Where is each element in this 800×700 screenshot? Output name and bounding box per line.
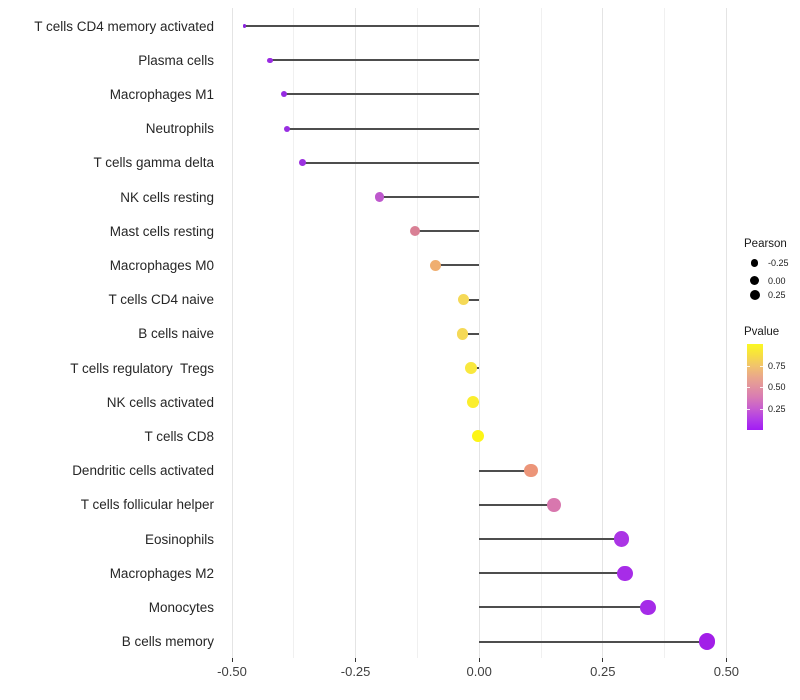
lollipop-point: [298, 159, 306, 167]
size-legend-title: Pearson: [744, 238, 787, 250]
lollipop-stem: [244, 25, 480, 27]
major-gridline: [478, 8, 480, 658]
lollipop-stem: [463, 298, 480, 301]
colorbar-tick: [747, 408, 750, 410]
lollipop-point: [267, 57, 273, 63]
lollipop-point: [242, 24, 247, 28]
y-axis-category-label: Dendritic cells activated: [72, 463, 214, 479]
lollipop-stem: [379, 196, 480, 198]
lollipop-point: [284, 125, 291, 132]
y-axis-category-label: Plasma cells: [138, 52, 214, 68]
size-legend-circle: [750, 259, 759, 267]
minor-gridline: [416, 8, 418, 658]
size-legend-label: -0.25: [768, 258, 789, 268]
major-gridline: [355, 8, 357, 658]
lollipop-point: [640, 599, 656, 616]
lollipop-point: [546, 497, 561, 512]
lollipop-stem: [284, 93, 480, 96]
y-axis-category-label: Macrophages M1: [109, 86, 214, 102]
lollipop-stem: [270, 59, 480, 62]
x-axis-tick-label: -0.50: [217, 664, 247, 679]
lollipop-point: [467, 396, 480, 409]
y-axis-category-label: NK cells resting: [120, 189, 214, 205]
lollipop-stem: [479, 538, 622, 540]
x-axis-tick-label: 0.25: [590, 664, 616, 679]
major-gridline: [231, 8, 233, 658]
colorbar-tick: [760, 408, 763, 410]
size-legend-label: 0.25: [768, 289, 786, 300]
y-axis-category-label: Neutrophils: [145, 121, 214, 137]
lollipop-stem: [302, 161, 480, 164]
lollipop-point: [281, 91, 288, 98]
lollipop-stem: [287, 127, 480, 130]
y-axis-category-label: Macrophages M2: [109, 565, 214, 581]
y-axis-category-label: T cells gamma delta: [93, 155, 214, 171]
size-legend-circle: [750, 276, 759, 285]
y-axis-category-label: T cells CD8: [144, 428, 214, 444]
lollipop-stem: [462, 332, 480, 335]
x-axis-tick-label: 0.00: [466, 664, 492, 679]
lollipop-point: [524, 463, 538, 478]
minor-gridline: [664, 8, 666, 658]
lollipop-point: [464, 362, 477, 374]
lollipop-point: [613, 531, 629, 547]
lollipop-stem: [479, 640, 708, 643]
colorbar-tick-label: 0.50: [768, 382, 786, 392]
y-axis-category-label: T cells CD4 memory activated: [34, 18, 214, 34]
y-axis-category-label: B cells naive: [138, 326, 214, 342]
x-axis-tick: [725, 658, 727, 662]
lollipop-point: [698, 633, 716, 650]
colorbar-tick-label: 0.25: [768, 403, 786, 414]
y-axis-category-label: T cells follicular helper: [80, 497, 214, 513]
lollipop-point: [374, 192, 385, 202]
y-axis-category-label: Mast cells resting: [109, 223, 214, 239]
x-axis-tick: [478, 658, 480, 662]
colorbar-tick: [760, 365, 763, 367]
size-legend-label: 0.00: [768, 275, 786, 286]
y-axis-category-label: T cells CD4 naive: [108, 292, 214, 308]
color-legend-title: Pvalue: [744, 326, 780, 338]
colorbar-tick: [747, 387, 750, 388]
x-axis-tick-label: -0.25: [340, 664, 371, 679]
colorbar-tick-label: 0.75: [768, 360, 786, 371]
lollipop-stem: [479, 503, 554, 506]
size-legend-circle: [749, 289, 760, 300]
lollipop-point: [457, 293, 470, 306]
lollipop-stem: [479, 572, 626, 575]
y-axis-category-label: NK cells activated: [106, 394, 214, 410]
lollipop-point: [409, 225, 421, 237]
x-axis-tick-label: 0.50: [713, 664, 740, 679]
y-axis-category-label: Macrophages M0: [109, 257, 214, 273]
major-gridline: [725, 8, 727, 658]
y-axis-category-label: Eosinophils: [144, 531, 214, 547]
y-axis-category-label: B cells memory: [121, 634, 214, 650]
x-axis-tick: [231, 658, 233, 662]
y-axis-category-label: T cells regulatory Tregs: [70, 360, 214, 376]
lollipop-point: [456, 327, 469, 340]
major-gridline: [602, 8, 604, 658]
x-axis-tick: [602, 658, 604, 662]
minor-gridline: [293, 8, 295, 658]
lollipop-point: [471, 430, 484, 443]
y-axis-category-label: Monocytes: [148, 599, 214, 615]
x-axis-tick: [355, 658, 357, 662]
lollipop-stem: [479, 606, 648, 609]
lollipop-stem: [435, 264, 480, 267]
lollipop-stem: [414, 230, 480, 233]
lollipop-point: [617, 565, 633, 581]
colorbar-tick: [747, 365, 750, 367]
pvalue-colorbar: [747, 344, 763, 430]
lollipop-stem: [479, 469, 532, 472]
minor-gridline: [540, 8, 542, 658]
colorbar-tick: [760, 387, 763, 388]
lollipop-point: [430, 259, 442, 271]
